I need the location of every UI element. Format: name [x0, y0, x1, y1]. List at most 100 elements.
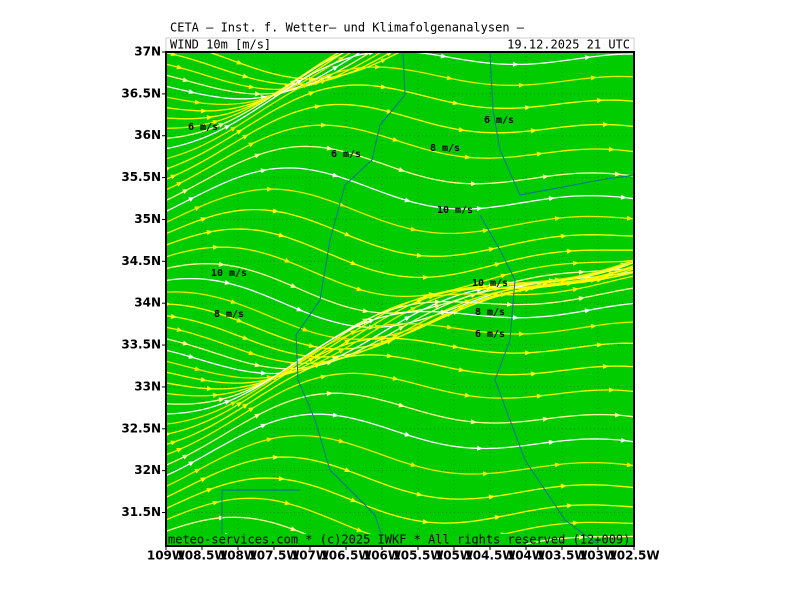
arrowhead — [212, 244, 219, 250]
arrowhead — [524, 350, 531, 356]
arrowhead — [531, 0, 537, 5]
streamline — [166, 145, 634, 202]
arrowhead — [248, 84, 255, 90]
arrowhead — [512, 315, 519, 321]
arrowhead — [549, 0, 555, 1]
arrowhead — [590, 323, 597, 329]
borders — [221, 52, 634, 546]
arrowhead — [572, 287, 579, 293]
arrowhead — [434, 303, 441, 309]
arrowhead — [572, 520, 579, 526]
arrowhead — [194, 206, 201, 212]
arrowhead — [543, 0, 549, 1]
arrowhead — [314, 363, 321, 369]
arrowhead — [560, 233, 567, 239]
arrowhead — [230, 299, 237, 304]
arrowhead — [422, 274, 429, 280]
arrowhead — [166, 166, 171, 172]
contour-label: 8 m/s — [430, 143, 460, 154]
streamline — [166, 228, 634, 279]
arrowhead — [182, 189, 189, 194]
streamline — [166, 321, 634, 425]
streamline — [166, 477, 634, 524]
streamline — [166, 52, 347, 140]
streamline — [166, 52, 346, 112]
arrowhead — [206, 115, 213, 121]
arrowhead — [639, 248, 645, 253]
arrowhead — [200, 477, 207, 483]
arrowhead — [248, 407, 255, 413]
arrowhead — [188, 89, 195, 95]
arrowhead — [182, 340, 189, 346]
arrowhead — [332, 412, 339, 418]
streamline — [166, 52, 341, 129]
arrowhead — [320, 79, 327, 85]
arrowhead — [254, 91, 261, 97]
x-tick-label: 107W — [291, 549, 329, 563]
state-border — [221, 489, 300, 546]
arrowhead — [506, 301, 513, 307]
arrowhead — [200, 377, 207, 383]
state-border — [489, 52, 634, 196]
frame — [165, 51, 635, 547]
arrowhead — [464, 9, 470, 14]
arrowhead — [284, 257, 291, 263]
arrowhead — [242, 335, 249, 340]
field-label: WIND 10m [m/s] — [170, 38, 271, 52]
y-tick-label: 32N — [134, 463, 161, 477]
arrowhead — [525, 3, 531, 8]
arrowhead — [584, 308, 591, 314]
arrowhead — [464, 392, 471, 398]
arrowhead — [296, 357, 303, 364]
arrowhead — [254, 153, 261, 159]
y-tick-label: 34N — [134, 296, 161, 310]
arrowhead — [392, 375, 399, 381]
arrowhead — [296, 306, 303, 312]
state-border — [295, 52, 406, 546]
arrowhead — [386, 339, 393, 345]
arrowhead — [296, 79, 303, 85]
arrowhead — [278, 476, 285, 482]
title: CETA — Inst. f. Wetter— und Klimafolgena… — [170, 21, 525, 35]
arrowhead — [272, 208, 279, 214]
arrowhead — [242, 403, 249, 409]
arrowhead — [386, 353, 393, 359]
valid-time: 19.12.2025 21 UTC — [507, 38, 630, 52]
arrowhead — [194, 99, 201, 105]
arrowhead — [302, 355, 309, 362]
streamline — [166, 246, 634, 298]
arrowhead — [344, 467, 351, 473]
arrowhead — [519, 331, 525, 337]
y-tick-label: 35N — [134, 212, 161, 226]
arrowhead — [248, 142, 255, 148]
arrowhead — [206, 386, 213, 391]
streamline — [166, 261, 634, 384]
streamline — [166, 52, 341, 120]
arrowhead — [470, 419, 477, 425]
arrowhead — [452, 100, 459, 106]
streamline — [166, 372, 634, 456]
arrowhead — [176, 448, 183, 453]
arrowhead — [236, 401, 243, 408]
streamline — [166, 302, 634, 415]
arrowhead — [212, 500, 219, 506]
arrowhead — [200, 217, 207, 223]
arrowhead — [374, 324, 381, 330]
arrowhead — [471, 4, 477, 9]
streamline — [166, 52, 634, 150]
arrowhead — [536, 393, 543, 399]
streamline — [166, 52, 353, 106]
arrowhead — [603, 122, 609, 127]
streamline — [166, 287, 634, 405]
arrowhead — [254, 413, 261, 419]
arrowhead — [224, 124, 231, 130]
x-tick-label: 104.5W — [464, 549, 515, 563]
arrowhead — [639, 505, 645, 510]
arrowhead — [476, 445, 483, 451]
arrowhead — [555, 0, 561, 4]
arrowhead — [392, 137, 399, 142]
streamline — [166, 52, 393, 86]
arrowhead — [320, 122, 327, 128]
y-tick-label: 34.5N — [121, 254, 161, 268]
